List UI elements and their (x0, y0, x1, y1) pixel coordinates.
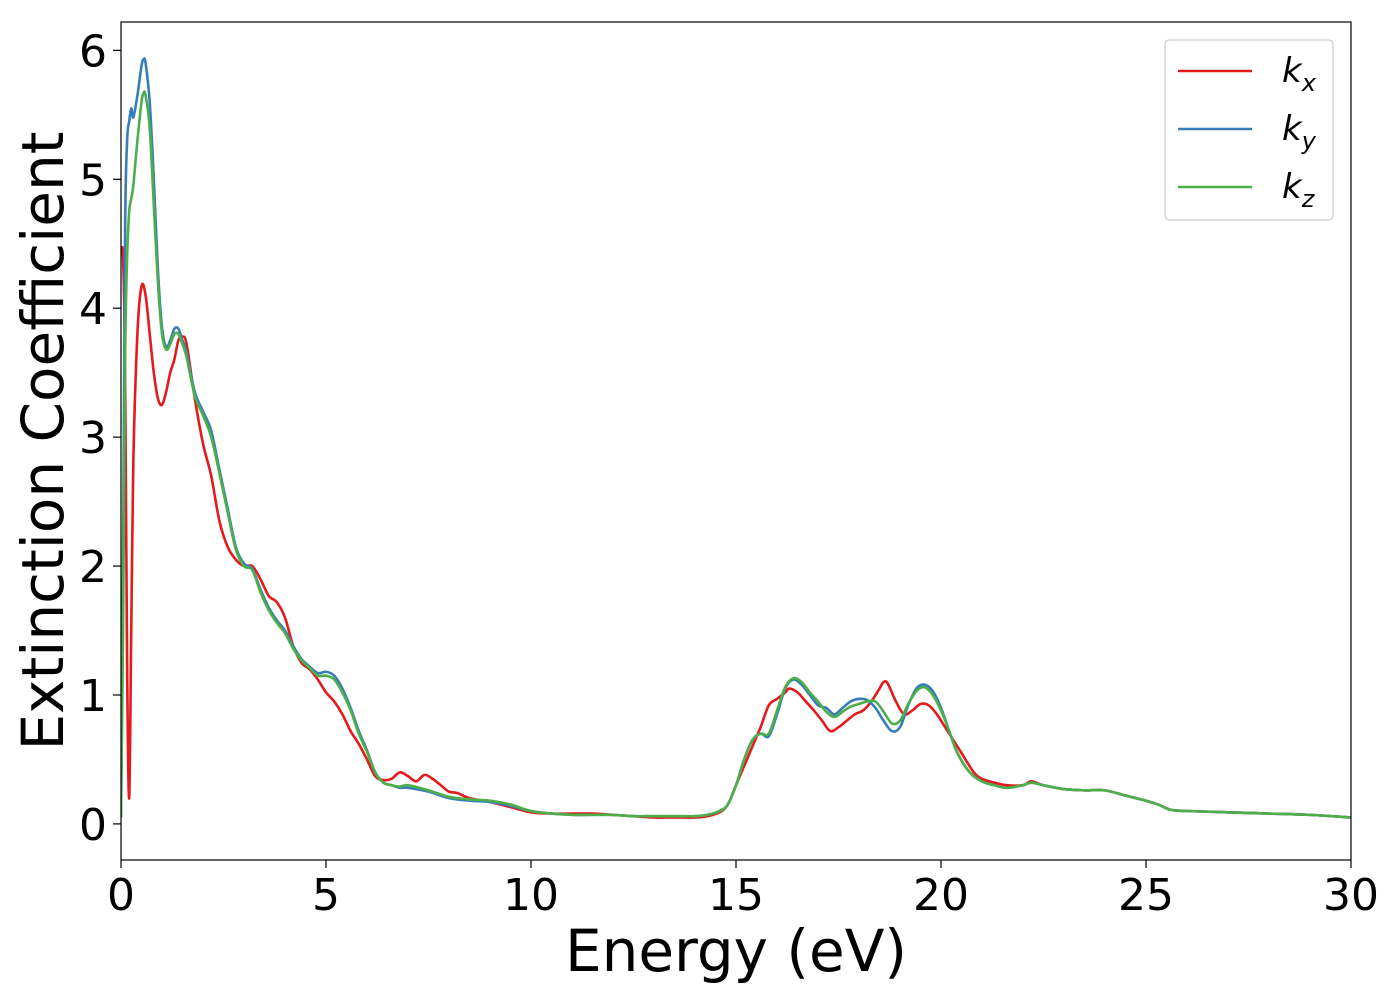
series-layer (121, 57, 1351, 819)
legend-label-kz: kz (1282, 167, 1316, 213)
legend: kx ky kz (1164, 39, 1334, 221)
legend-label-kx: kx (1282, 51, 1317, 97)
x-tick-label: 25 (1118, 870, 1174, 921)
y-tick-label: 5 (79, 155, 107, 206)
x-tick-label: 0 (107, 870, 135, 921)
y-tick-label: 2 (79, 542, 107, 593)
y-tick-label: 4 (79, 284, 107, 335)
x-axis-ticks: 0 5 10 15 20 25 30 (107, 860, 1379, 921)
y-tick-label: 3 (79, 413, 107, 464)
x-axis-title: Energy (eV) (565, 917, 907, 985)
y-tick-label: 6 (79, 26, 107, 77)
y-axis-ticks: 0 1 2 3 4 5 6 (79, 26, 121, 851)
x-tick-label: 15 (708, 870, 764, 921)
series-line-kz (121, 90, 1351, 819)
x-tick-label: 5 (312, 870, 340, 921)
x-tick-label: 30 (1323, 870, 1379, 921)
y-tick-label: 0 (79, 800, 107, 851)
y-tick-label: 1 (79, 671, 107, 722)
x-tick-label: 10 (503, 870, 559, 921)
y-axis-title: Extinction Coefficient (9, 132, 77, 751)
legend-label-ky: ky (1282, 109, 1317, 155)
x-tick-label: 20 (913, 870, 969, 921)
